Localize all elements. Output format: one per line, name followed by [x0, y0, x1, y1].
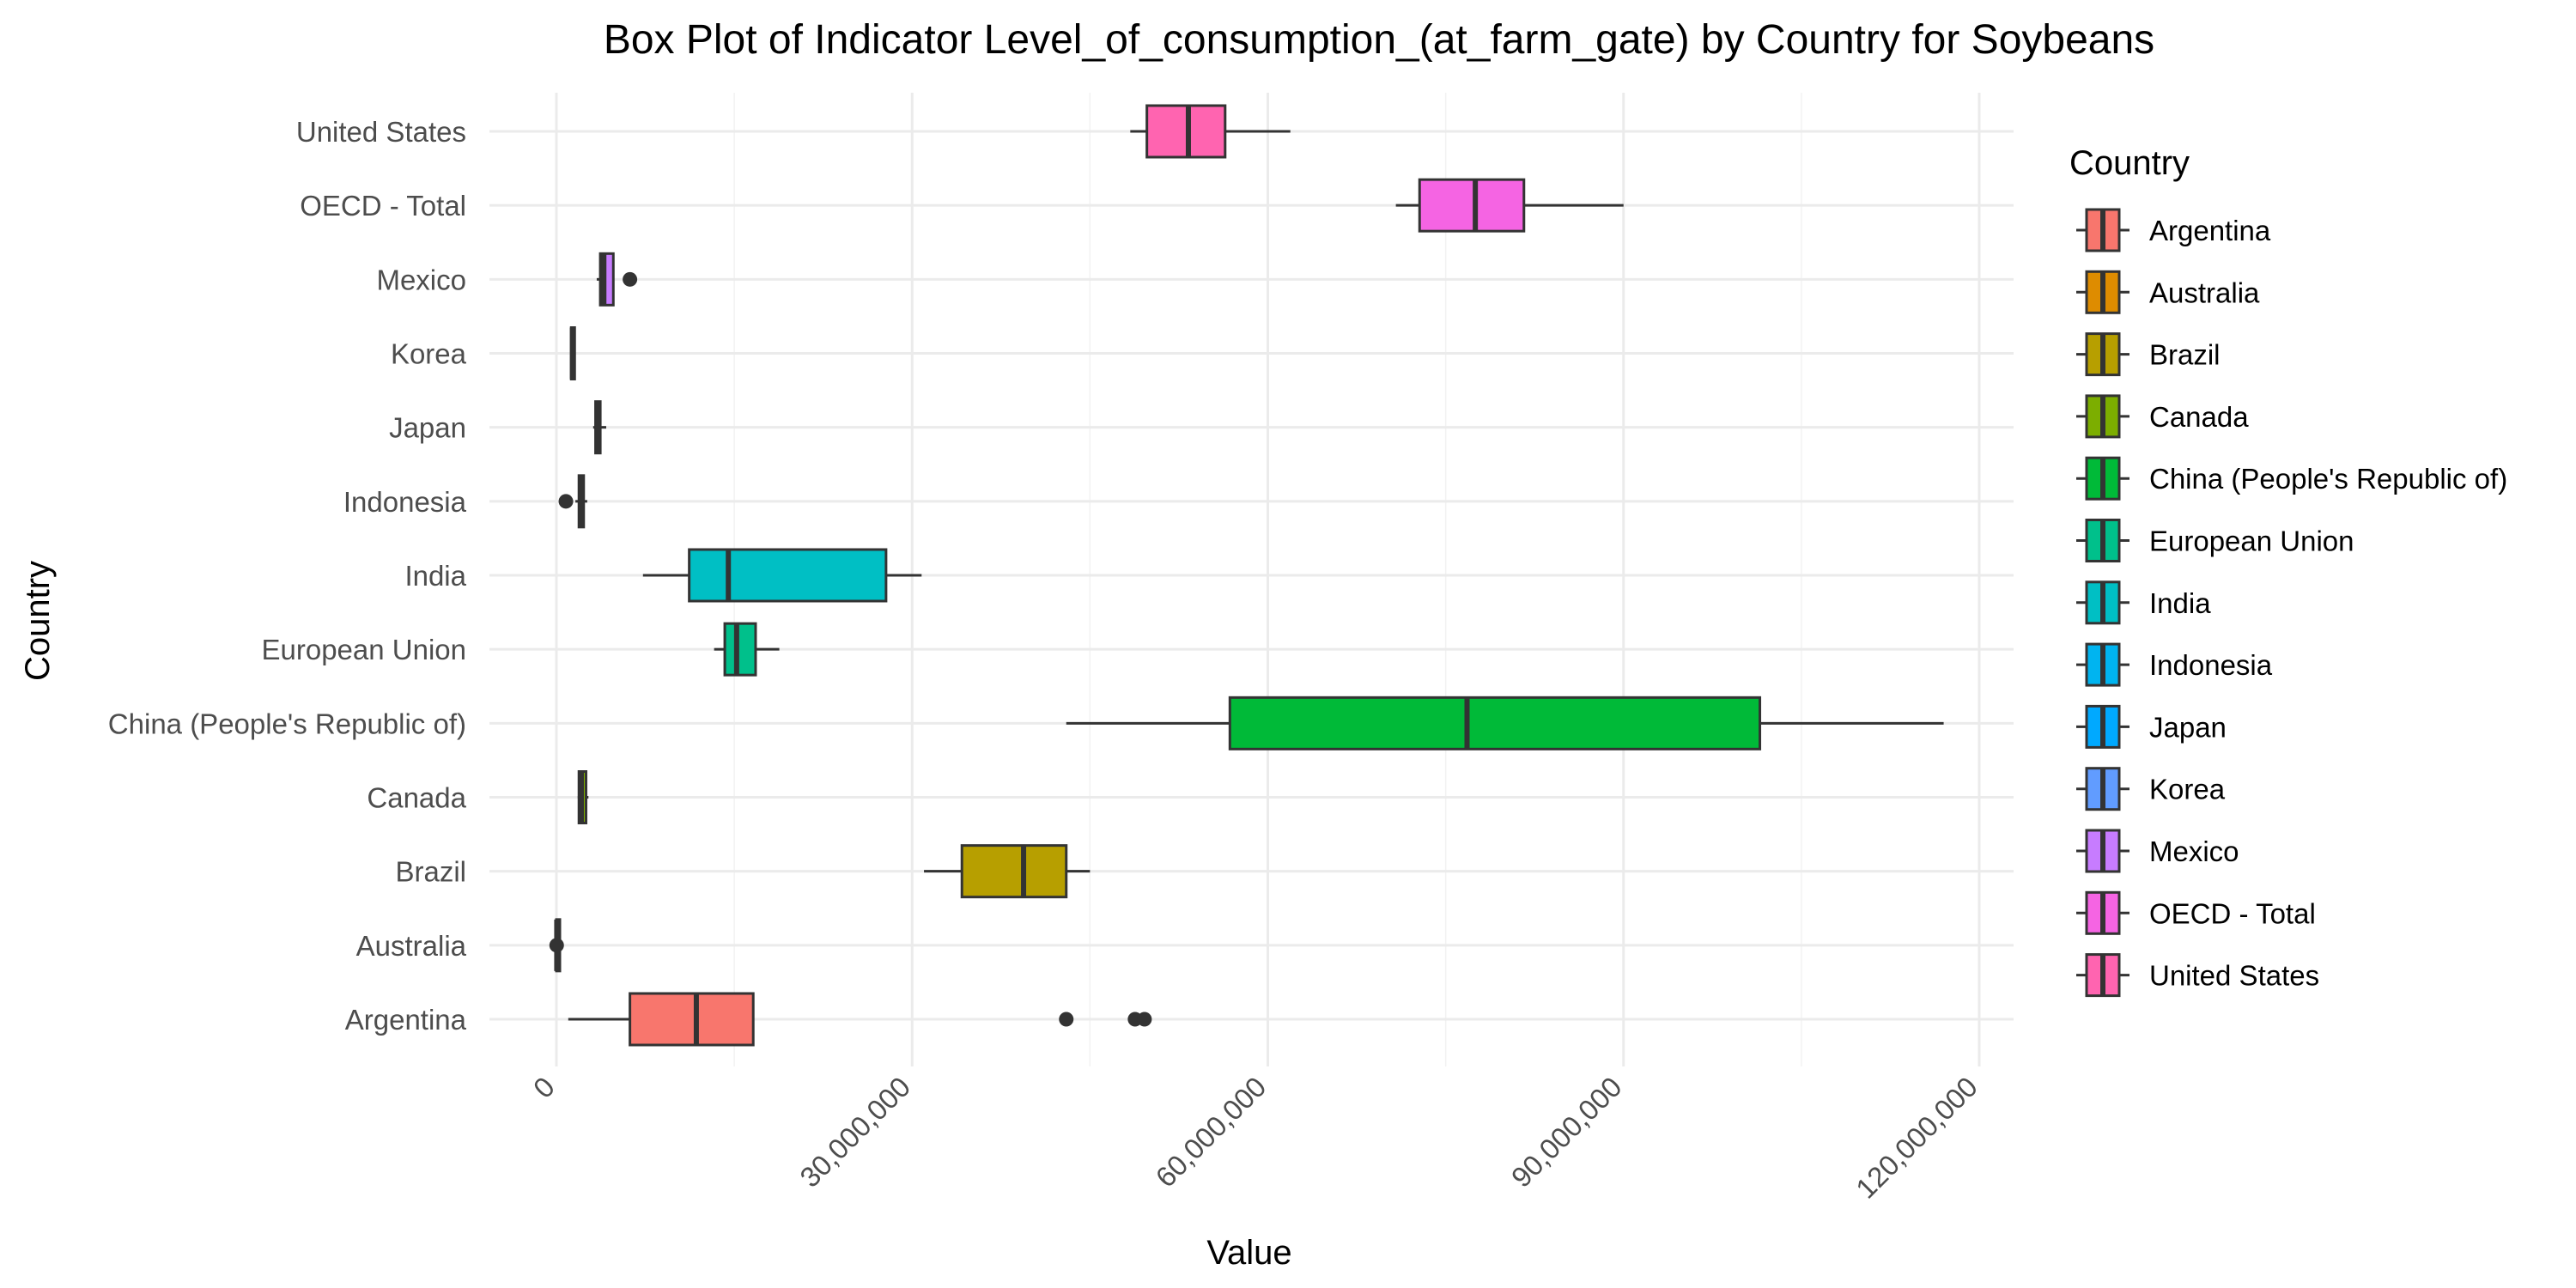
x-axis-title: Value	[1206, 1234, 1291, 1272]
box-korea	[569, 326, 576, 380]
y-tick-label: Indonesia	[343, 486, 467, 518]
legend-label: Indonesia	[2149, 649, 2273, 681]
legend-label: Mexico	[2149, 835, 2239, 867]
legend-label: Brazil	[2149, 339, 2221, 371]
box-european-union	[714, 622, 780, 677]
y-tick-label: Mexico	[376, 264, 466, 295]
legend-item: Indonesia	[2076, 642, 2273, 687]
outlier-point	[558, 494, 574, 509]
legend-label: OECD - Total	[2149, 897, 2316, 929]
box-brazil	[924, 844, 1091, 899]
y-tick-label: European Union	[261, 634, 466, 665]
legend-label: China (People's Republic of)	[2149, 463, 2507, 495]
y-axis-title: Country	[19, 561, 57, 681]
legend-label: Canada	[2149, 401, 2249, 433]
chart-title: Box Plot of Indicator Level_of_consumpti…	[604, 17, 2154, 63]
box-iqr	[629, 992, 755, 1047]
legend-label: India	[2149, 587, 2211, 619]
legend-item: United States	[2076, 953, 2319, 998]
x-tick-label: 90,000,000	[1505, 1071, 1628, 1194]
box-iqr	[1228, 696, 1762, 750]
outlier-point	[623, 271, 638, 287]
legend-item: Brazil	[2076, 332, 2221, 377]
y-tick-label: Brazil	[395, 856, 466, 888]
y-tick-label: Canada	[367, 782, 466, 814]
legend-item: Korea	[2076, 767, 2226, 811]
legend-item: China (People's Republic of)	[2076, 456, 2507, 501]
legend-item: European Union	[2076, 519, 2354, 562]
box-oecd-total	[1395, 178, 1624, 233]
legend-item: Argentina	[2076, 208, 2271, 252]
legend-label: United States	[2149, 960, 2319, 992]
legend-label: Argentina	[2149, 215, 2271, 246]
legend-label: Australia	[2149, 276, 2260, 308]
x-tick-label: 30,000,000	[793, 1071, 916, 1194]
y-tick-label: United States	[296, 116, 466, 148]
box-canada	[577, 770, 589, 824]
legend-item: Australia	[2076, 270, 2260, 314]
x-tick-label: 0	[527, 1071, 561, 1104]
y-tick-label: OECD - Total	[300, 190, 466, 222]
x-tick-label: 60,000,000	[1149, 1071, 1272, 1194]
outlier-point	[1137, 1012, 1152, 1027]
y-tick-label: Korea	[391, 338, 467, 370]
y-tick-label: Argentina	[345, 1004, 467, 1036]
box-mexico	[596, 252, 638, 307]
outlier-point	[1059, 1012, 1074, 1027]
box-layer	[549, 104, 1944, 1047]
x-tick-label: 120,000,000	[1850, 1071, 1984, 1205]
legend-label: European Union	[2149, 526, 2354, 557]
outlier-point	[549, 938, 564, 953]
box-china-people-s-republic-of-	[1066, 696, 1944, 750]
y-tick-label: Australia	[356, 930, 467, 962]
legend: Country Argentina Australia Brazil Canada Ch…	[2069, 144, 2507, 998]
box-iqr	[723, 622, 757, 677]
box-argentina	[568, 992, 1152, 1047]
box-japan	[592, 400, 606, 455]
legend-label: Korea	[2149, 774, 2226, 805]
legend-item: OECD - Total	[2076, 890, 2316, 935]
box-iqr	[688, 548, 888, 603]
legend-item: Canada	[2076, 394, 2249, 439]
box-iqr	[960, 844, 1068, 899]
x-axis-ticks: 0 30,000,000 60,000,000 90,000,000 120,000,0…	[527, 1071, 1984, 1205]
y-axis-labels: Argentina Australia Brazil Canada China (Peo…	[108, 116, 467, 1036]
legend-item: Mexico	[2076, 829, 2239, 873]
box-indonesia	[558, 474, 587, 529]
y-tick-label: China (People's Republic of)	[108, 708, 466, 739]
y-tick-label: Japan	[389, 412, 466, 444]
box-australia	[549, 918, 564, 973]
legend-title: Country	[2069, 144, 2190, 182]
legend-label: Japan	[2149, 711, 2227, 743]
legend-item: India	[2076, 580, 2211, 625]
box-iqr	[1418, 178, 1526, 233]
box-united-states	[1130, 104, 1291, 159]
y-tick-label: India	[404, 560, 466, 592]
legend-item: Japan	[2076, 704, 2227, 749]
box-india	[642, 548, 922, 603]
